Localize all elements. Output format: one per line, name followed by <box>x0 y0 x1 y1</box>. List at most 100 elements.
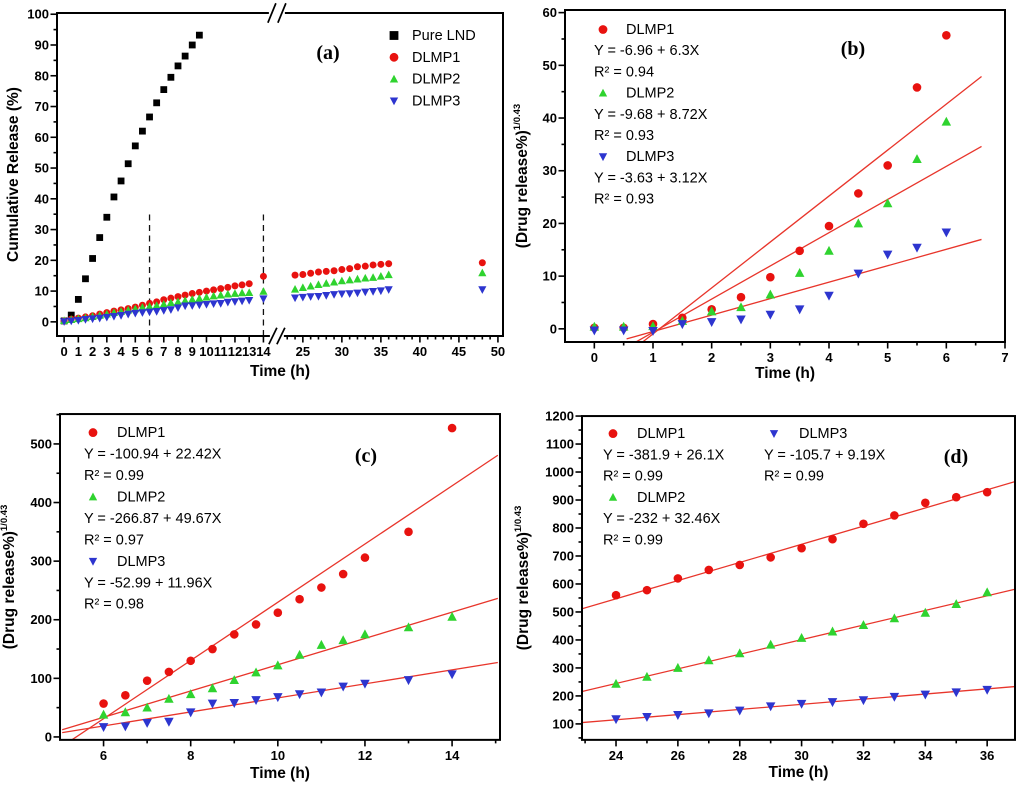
y-axis-title: (Drug release%)1/0.43 <box>513 506 532 651</box>
legend-equation: Y = -3.63 + 3.12X <box>594 170 708 186</box>
legend-label: DLMP1 <box>637 426 685 442</box>
x-axis-title: Time (h) <box>250 765 310 782</box>
legend-marker-dlmp2 <box>88 492 98 501</box>
legend: Pure LND DLMP1 DLMP2 DLMP3 <box>389 28 476 109</box>
x-tick-label: 7 <box>1001 350 1008 365</box>
legend-equation: Y = -381.9 + 26.1X <box>603 447 725 463</box>
legend-equation: R² = 0.97 <box>84 532 144 548</box>
y-tick-label: 500 <box>552 604 574 619</box>
legend-label: DLMP3 <box>799 426 847 442</box>
x-tick-label: 6 <box>943 350 950 365</box>
legend-equation: R² = 0.99 <box>603 532 663 548</box>
panel-d-chart: 24 26 28 30 32 34 36 100 200 300 400 500 600 700 800 90… <box>513 409 1016 781</box>
y-tick-label: 60 <box>35 130 49 145</box>
y-tick-label: 1200 <box>545 409 574 424</box>
series-dlmp3 <box>589 228 952 336</box>
y-tick-label: 300 <box>552 660 574 675</box>
panel-letter: (a) <box>316 42 339 64</box>
axis-ticks <box>558 11 1006 349</box>
y-tick-label: 40 <box>543 111 557 126</box>
plot-frame <box>59 413 501 741</box>
panel-letter: (d) <box>944 446 968 468</box>
legend: DLMP1 Y = -100.94 + 22.42X R² = 0.99 DLMP2 Y… <box>84 425 222 613</box>
legend-equation: R² = 0.99 <box>603 469 663 485</box>
y-tick-label: 60 <box>543 5 557 20</box>
legend-equation: Y = -100.94 + 22.42X <box>84 447 222 463</box>
x-tick-label: 1 <box>75 344 82 359</box>
series-dlmp1 <box>99 423 457 708</box>
x-tick-label: 14 <box>256 344 271 359</box>
legend: DLMP1 Y = -6.96 + 6.3X R² = 0.94 DLMP2 Y = -… <box>594 22 708 208</box>
legend-marker-dlmp1 <box>608 429 618 439</box>
x-tick-label: 2 <box>89 344 96 359</box>
legend-marker-dlmp2 <box>389 74 399 83</box>
y-tick-label: 200 <box>552 688 574 703</box>
legend-label: DLMP3 <box>412 93 460 109</box>
panel-d: 24 26 28 30 32 34 36 100 200 300 400 500 600 700 800 90… <box>512 396 1024 793</box>
x-tick-label: 24 <box>609 748 624 763</box>
legend-marker-dlmp3 <box>88 557 98 566</box>
x-tick-label: 12 <box>228 344 242 359</box>
legend-marker-dlmp3 <box>598 153 608 162</box>
y-tick-label: 800 <box>552 520 574 535</box>
x-tick-label: 4 <box>825 350 833 365</box>
x-tick-label: 5 <box>884 350 891 365</box>
y-tick-label: 400 <box>30 495 52 510</box>
y-tick-label: 900 <box>552 493 574 508</box>
x-tick-label: 36 <box>980 748 994 763</box>
axis-break-mark <box>276 327 286 345</box>
series-dlmp1 <box>611 487 992 600</box>
y-tick-label: 600 <box>552 576 574 591</box>
axis-break-mark <box>267 2 277 24</box>
y-tick-label: 0 <box>550 321 557 336</box>
legend-equation: R² = 0.93 <box>594 192 654 208</box>
y-tick-label: 20 <box>35 253 49 268</box>
tick-labels: 6 8 10 12 14 0 100 200 300 400 500 <box>30 436 460 762</box>
legend-marker-dlmp2 <box>598 88 608 97</box>
y-axis-title: (Drug release%)1/0.43 <box>512 104 531 248</box>
x-tick-label: 1 <box>649 350 656 365</box>
panel-c: 6 8 10 12 14 0 100 200 300 400 500 Time (h) (Drug re… <box>0 396 512 793</box>
axis-ticks <box>53 413 497 747</box>
legend-equation: Y = -266.87 + 49.67X <box>84 511 222 527</box>
fit-line <box>582 685 1015 724</box>
plot-frame <box>581 415 1016 741</box>
legend-label: DLMP2 <box>412 72 460 88</box>
x-tick-label: 28 <box>733 748 747 763</box>
legend-marker-dlmp3 <box>769 430 779 439</box>
x-tick-label: 6 <box>100 748 107 763</box>
legend-equation: Y = -232 + 32.46X <box>603 511 721 527</box>
x-tick-label: 10 <box>271 748 285 763</box>
legend-equation: R² = 0.93 <box>594 128 654 144</box>
legend-marker-dlmp2 <box>608 492 618 501</box>
y-tick-label: 10 <box>543 269 557 284</box>
x-tick-label: 8 <box>187 748 194 763</box>
legend-equation: Y = -6.96 + 6.3X <box>594 43 700 59</box>
y-axis-title: Cumulative Release (%) <box>5 87 22 262</box>
y-tick-label: 100 <box>27 7 49 22</box>
axis-break-mark <box>268 327 278 345</box>
legend-equation: R² = 0.98 <box>84 597 144 613</box>
y-tick-label: 0 <box>45 729 52 744</box>
x-tick-label: 6 <box>146 344 153 359</box>
panel-letter: (c) <box>355 445 377 467</box>
y-tick-label: 700 <box>552 548 574 563</box>
y-tick-label: 10 <box>35 284 49 299</box>
panel-c-chart: 6 8 10 12 14 0 100 200 300 400 500 Time (h) (Drug re… <box>0 413 501 782</box>
y-tick-label: 100 <box>30 671 52 686</box>
legend-marker-dlmp1 <box>88 428 98 438</box>
y-tick-label: 90 <box>35 37 49 52</box>
tick-labels: 24 26 28 30 32 34 36 100 200 300 400 500 600 700 800 90… <box>545 409 994 763</box>
x-tick-label: 32 <box>856 748 870 763</box>
x-axis-title: Time (h) <box>755 365 815 382</box>
x-tick-label: 25 <box>296 344 310 359</box>
legend-equation: R² = 0.99 <box>84 468 144 484</box>
legend-equation: Y = -9.68 + 8.72X <box>594 107 708 123</box>
x-axis-title: Time (h) <box>250 363 310 380</box>
legend-label: DLMP3 <box>117 554 165 570</box>
legend-label: DLMP1 <box>412 50 460 66</box>
legend-label: DLMP2 <box>626 86 674 102</box>
y-tick-label: 40 <box>35 191 49 206</box>
y-tick-label: 50 <box>35 161 49 176</box>
x-tick-label: 10 <box>199 344 213 359</box>
